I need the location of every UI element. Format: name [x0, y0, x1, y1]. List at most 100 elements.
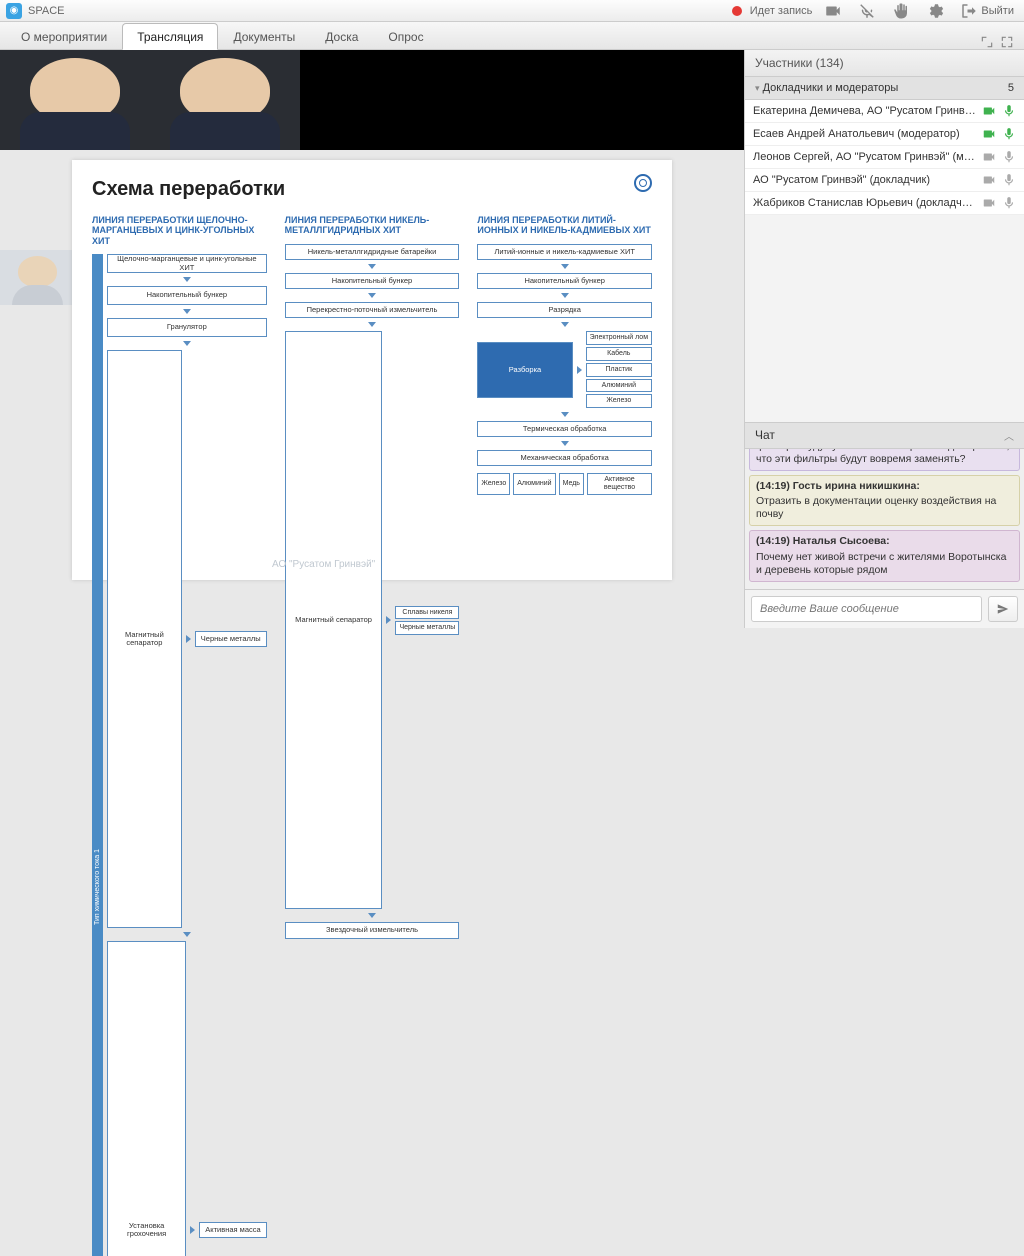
camera-status-icon [982, 150, 996, 164]
mic-toggle-button[interactable] [854, 0, 880, 22]
main-area: Схема переработки ЛИНИЯ ПЕРЕРАБОТКИ ЩЕЛО… [0, 50, 1024, 628]
settings-button[interactable] [922, 0, 948, 22]
camera-toggle-button[interactable] [820, 0, 846, 22]
speaker-row[interactable]: Екатерина Демичева, АО "Русатом Гринвэй"… [745, 100, 1024, 123]
flow-output: Кабель [586, 347, 652, 361]
tab-documents[interactable]: Документы [218, 23, 310, 49]
speaker-row[interactable]: АО "Русатом Гринвэй" (докладчик) [745, 169, 1024, 192]
video-tile-small[interactable] [0, 250, 75, 305]
slide-watermark: АО "Русатом Гринвэй" [272, 559, 375, 570]
flow-box: Накопительный бункер [107, 286, 267, 305]
message-header: (14:19) Гость ирина никишкина: [756, 480, 1013, 493]
chevron-down-icon: ▾ [755, 83, 760, 93]
col1-title: ЛИНИЯ ПЕРЕРАБОТКИ ЩЕЛОЧНО-МАРГАНЦЕВЫХ И … [92, 215, 267, 246]
app-logo-icon: ◉ [6, 3, 22, 19]
flow-box: Термическая обработка [477, 421, 652, 437]
flow-output: Алюминий [513, 473, 555, 494]
raise-hand-button[interactable] [888, 0, 914, 22]
chat-input[interactable] [751, 596, 982, 622]
flow-column-3: ЛИНИЯ ПЕРЕРАБОТКИ ЛИТИЙ-ИОННЫХ И НИКЕЛЬ-… [477, 215, 652, 1256]
message-header: (14:19) Наталья Сысоева: [756, 535, 1013, 548]
arrow-down-icon [368, 293, 376, 298]
flow-output: Активное вещество [587, 473, 652, 494]
camera-icon [824, 2, 842, 20]
speaker-name: Есаев Андрей Анатольевич (модератор) [753, 128, 976, 140]
mic-status-icon [1002, 196, 1016, 210]
flow-box: Никель-металлгидридные батарейки [285, 244, 460, 260]
send-button[interactable] [988, 596, 1018, 622]
chat-header-label: Чат [755, 428, 775, 443]
flow-box: Литий-ионные и никель-кадмиевые ХИТ [477, 244, 652, 260]
speaker-name: АО "Русатом Гринвэй" (докладчик) [753, 174, 976, 186]
speaker-row[interactable]: Леонов Сергей, АО "Русатом Гринвэй" (мод… [745, 146, 1024, 169]
flow-box: Установка грохочения [107, 941, 186, 1256]
mic-status-icon [1002, 150, 1016, 164]
arrow-down-icon [561, 264, 569, 269]
exit-button[interactable]: Выйти [956, 0, 1018, 22]
speaker-name: Екатерина Демичева, АО "Русатом Гринвэй"… [753, 105, 976, 117]
camera-status-icon [982, 104, 996, 118]
chevron-up-icon: ︿ [1004, 428, 1014, 443]
tab-poll[interactable]: Опрос [373, 23, 438, 49]
arrow-down-icon [561, 293, 569, 298]
video-strip [0, 50, 744, 150]
camera-status-icon [982, 173, 996, 187]
slide-area: Схема переработки ЛИНИЯ ПЕРЕРАБОТКИ ЩЕЛО… [0, 150, 744, 628]
message-body: Отразить в документации оценку воздейств… [756, 495, 1013, 521]
flow-box: Магнитный сепаратор [107, 350, 182, 928]
tab-about[interactable]: О мероприятии [6, 23, 122, 49]
gear-icon [926, 2, 944, 20]
arrow-right-icon [577, 366, 582, 374]
mic-status-icon [1002, 127, 1016, 141]
chat-message: (14:19) Наталья Сысоева: Почему нет живой… [749, 530, 1020, 581]
flow-output: Сплавы никеля [395, 606, 459, 620]
flow-box: Накопительный бункер [285, 273, 460, 289]
hand-icon [892, 2, 910, 20]
video-tile[interactable] [150, 50, 300, 150]
flow-output: Черные металлы [395, 621, 459, 635]
exit-icon [960, 2, 978, 20]
exit-label: Выйти [981, 5, 1014, 17]
flow-output: Черные металлы [195, 631, 267, 647]
flow-box: Гранулятор [107, 318, 267, 337]
right-panel: Участники (134) ▾ Докладчики и модератор… [744, 50, 1024, 628]
mic-off-icon [858, 2, 876, 20]
side-label-1: Тип химического тока 1 [92, 254, 103, 1256]
flow-output: Алюминий [586, 379, 652, 393]
fullscreen-icon[interactable] [1000, 35, 1014, 49]
flow-box: Звездочный измельчитель [285, 922, 460, 938]
speaker-row[interactable]: Жабриков Станислав Юрьевич (докладчик) [745, 192, 1024, 215]
slide-logo-icon [634, 174, 652, 192]
chat-scroll[interactable]: (14:18) Александр Папков:=> Сергей: инфо… [745, 449, 1024, 590]
flow-output: Пластик [586, 363, 652, 377]
speaker-row[interactable]: Есаев Андрей Анатольевич (модератор) [745, 123, 1024, 146]
col3-title: ЛИНИЯ ПЕРЕРАБОТКИ ЛИТИЙ-ИОННЫХ И НИКЕЛЬ-… [477, 215, 652, 236]
arrow-down-icon [183, 341, 191, 346]
send-icon [996, 602, 1010, 616]
speakers-section-header[interactable]: ▾ Докладчики и модераторы 5 [745, 77, 1024, 100]
camera-status-icon [982, 196, 996, 210]
flow-box: Разрядка [477, 302, 652, 318]
tabs-row: О мероприятии Трансляция Документы Доска… [0, 22, 1024, 50]
arrow-down-icon [183, 932, 191, 937]
presentation-slide: Схема переработки ЛИНИЯ ПЕРЕРАБОТКИ ЩЕЛО… [72, 160, 672, 580]
video-tile[interactable] [0, 50, 150, 150]
message-body: Почему нет живой встречи с жителями Воро… [756, 551, 1013, 577]
arrow-down-icon [561, 441, 569, 446]
flow-column-2: ЛИНИЯ ПЕРЕРАБОТКИ НИКЕЛЬ-МЕТАЛЛГИДРИДНЫХ… [285, 215, 460, 1256]
mic-status-icon [1002, 173, 1016, 187]
speakers-header-label: Докладчики и модераторы [763, 82, 899, 94]
flow-output: Железо [586, 394, 652, 408]
tab-board[interactable]: Доска [310, 23, 373, 49]
mic-status-icon [1002, 104, 1016, 118]
flow-output: Медь [559, 473, 584, 494]
arrow-down-icon [183, 309, 191, 314]
chat-header[interactable]: Чат ︿ [745, 422, 1024, 449]
message-body: Какие именно электролиты будут сжигаться… [756, 449, 1013, 467]
popout-icon[interactable] [980, 35, 994, 49]
recording-label: Идет запись [750, 5, 813, 17]
flow-box: Перекрестно-поточный измельчитель [285, 302, 460, 318]
tab-broadcast[interactable]: Трансляция [122, 23, 218, 50]
flow-output: Электронный лом [586, 331, 652, 345]
speakers-list: Екатерина Демичева, АО "Русатом Гринвэй"… [745, 100, 1024, 215]
